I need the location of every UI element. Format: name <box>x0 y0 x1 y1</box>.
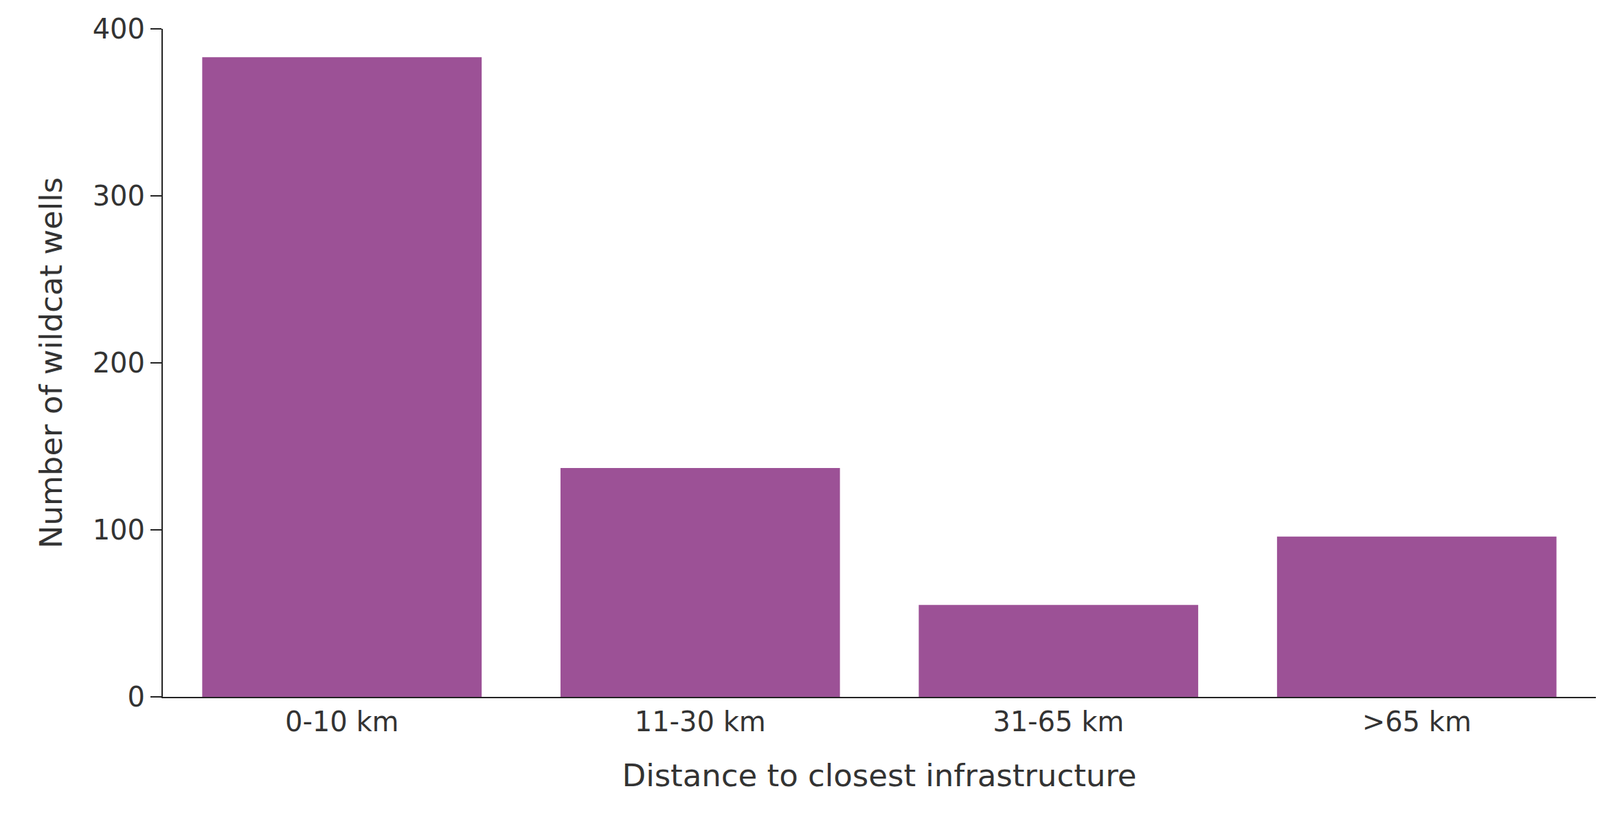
svg-text:0-10 km: 0-10 km <box>285 705 400 738</box>
svg-text:Number of wildcat wells: Number of wildcat wells <box>32 177 70 549</box>
svg-text:Distance to closest infrastruc: Distance to closest infrastructure <box>621 757 1137 794</box>
svg-text:100: 100 <box>92 513 145 546</box>
svg-text:11-30 km: 11-30 km <box>634 705 766 738</box>
svg-text:31-65 km: 31-65 km <box>992 705 1124 738</box>
svg-text:200: 200 <box>92 346 145 379</box>
svg-text:0: 0 <box>127 680 145 713</box>
svg-text:400: 400 <box>92 13 145 45</box>
svg-text:300: 300 <box>92 179 145 212</box>
svg-text:>65 km: >65 km <box>1362 705 1472 738</box>
